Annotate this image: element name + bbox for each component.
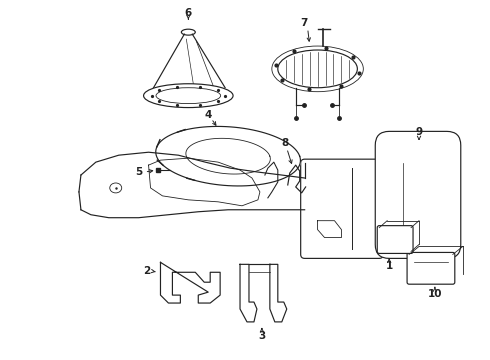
Polygon shape — [156, 126, 300, 186]
Text: 5: 5 — [135, 167, 142, 177]
Text: 4: 4 — [204, 109, 212, 120]
FancyBboxPatch shape — [407, 252, 455, 284]
Text: 1: 1 — [386, 261, 393, 271]
Text: 7: 7 — [300, 18, 307, 28]
Polygon shape — [81, 152, 305, 218]
Polygon shape — [318, 221, 342, 238]
Text: 10: 10 — [428, 289, 442, 299]
Ellipse shape — [278, 50, 357, 88]
Text: 2: 2 — [143, 266, 150, 276]
Polygon shape — [270, 264, 287, 322]
Polygon shape — [161, 262, 220, 303]
Text: 6: 6 — [185, 8, 192, 18]
Text: 8: 8 — [281, 138, 289, 148]
FancyBboxPatch shape — [301, 159, 383, 258]
Text: 9: 9 — [416, 127, 422, 138]
FancyBboxPatch shape — [375, 131, 461, 258]
Polygon shape — [240, 264, 257, 322]
Ellipse shape — [144, 84, 233, 108]
Text: 3: 3 — [258, 331, 266, 341]
FancyBboxPatch shape — [377, 226, 413, 253]
